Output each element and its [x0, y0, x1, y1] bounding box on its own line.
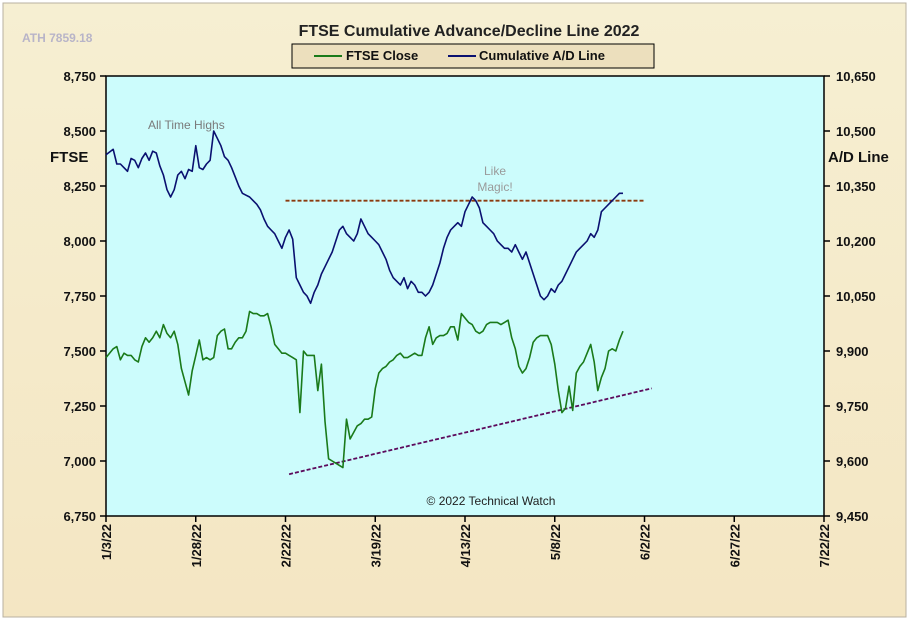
trendlines	[285, 199, 652, 476]
y-right-tick-label: 10,650	[836, 69, 876, 84]
series-line-ftse	[105, 310, 624, 469]
x-tick-label: 6/2/22	[638, 524, 653, 560]
y-left-tick-label: 7,750	[63, 289, 96, 304]
y-right-tick-label: 10,050	[836, 289, 876, 304]
y-right-tick-label: 9,900	[836, 344, 869, 359]
y-right-tick-label: 9,450	[836, 509, 869, 524]
y-left-tick-label: 7,000	[63, 454, 96, 469]
x-axis: 1/3/22 1/28/22 2/22/22 3/19/22 4/13/22 5/8/22…	[99, 516, 832, 567]
annotation-all-time-highs: All Time Highs	[148, 118, 225, 132]
copyright-watermark: © 2022 Technical Watch	[427, 494, 556, 508]
y-axis-right: 10,650 10,500 10,350 10,200 10,050 9,900 9,750…	[824, 69, 876, 524]
annotation-like: Like	[484, 164, 506, 178]
ath-note: ATH 7859.18	[22, 31, 93, 45]
y-axis-left-label: FTSE	[50, 149, 88, 166]
annotation-magic: Magic!	[477, 180, 512, 194]
trendline-support	[288, 387, 652, 476]
y-left-tick-label: 8,750	[63, 69, 96, 84]
series-lines	[105, 130, 624, 469]
x-tick-label: 4/13/22	[458, 524, 473, 567]
y-left-tick-label: 6,750	[63, 509, 96, 524]
y-right-tick-label: 9,600	[836, 454, 869, 469]
y-left-tick-label: 8,000	[63, 234, 96, 249]
y-left-tick-label: 8,250	[63, 179, 96, 194]
x-tick-label: 2/22/22	[279, 524, 294, 567]
chart-title: FTSE Cumulative Advance/Decline Line 202…	[299, 23, 640, 40]
legend-label-ad: Cumulative A/D Line	[479, 48, 605, 63]
y-left-tick-label: 8,500	[63, 124, 96, 139]
y-left-tick-label: 7,250	[63, 399, 96, 414]
x-tick-label: 1/3/22	[99, 524, 114, 560]
x-tick-label: 5/8/22	[548, 524, 563, 560]
y-axis-left: 8,750 8,500 8,250 8,000 7,750 7,500 7,250 7,000…	[63, 69, 106, 524]
y-right-tick-label: 10,350	[836, 179, 876, 194]
x-tick-label: 3/19/22	[368, 524, 383, 567]
y-right-tick-label: 9,750	[836, 399, 869, 414]
y-right-tick-label: 10,500	[836, 124, 876, 139]
legend: FTSE Close Cumulative A/D Line	[291, 43, 655, 69]
legend-label-ftse: FTSE Close	[346, 48, 418, 63]
y-axis-right-label: A/D Line	[828, 149, 889, 166]
x-tick-label: 6/27/22	[727, 524, 742, 567]
x-tick-label: 7/22/22	[817, 524, 832, 567]
plot-area	[105, 75, 825, 517]
series-line-ad	[105, 130, 623, 305]
y-right-tick-label: 10,200	[836, 234, 876, 249]
y-left-tick-label: 7,500	[63, 344, 96, 359]
x-tick-label: 1/28/22	[189, 524, 204, 567]
